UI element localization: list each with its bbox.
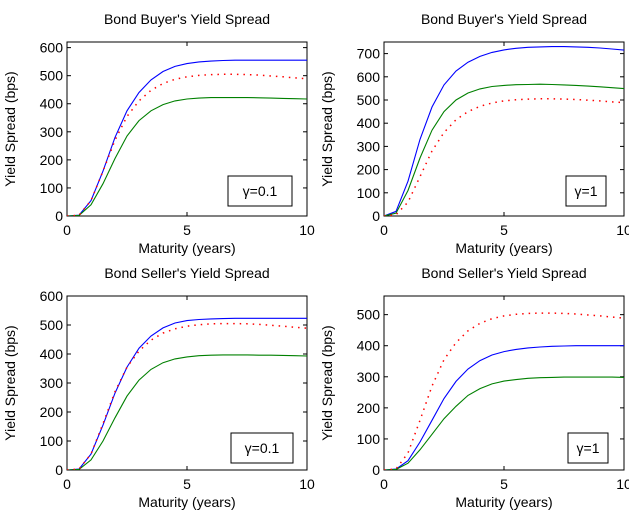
y-tick-label: 600 (40, 40, 64, 56)
x-tick-label: 5 (183, 222, 191, 238)
y-tick-label: 200 (357, 162, 381, 178)
y-tick-label: 400 (40, 96, 64, 112)
y-tick-label: 300 (357, 369, 381, 385)
gamma-annotation-box (227, 175, 293, 207)
x-tick-label: 0 (380, 476, 388, 492)
red-dotted-curve (384, 312, 624, 470)
y-tick-label: 100 (357, 185, 381, 201)
y-tick-label: 0 (55, 208, 63, 224)
y-tick-label: 500 (40, 68, 64, 84)
x-axis-label: Maturity (years) (138, 240, 235, 256)
gamma-annotation: γ=0.1 (245, 440, 280, 456)
x-axis-label: Maturity (years) (455, 494, 552, 510)
red-dotted-curve (67, 322, 307, 470)
green-curve (67, 354, 307, 470)
y-axis-label: Yield Spread (bps) (319, 71, 335, 186)
y-tick-label: 500 (40, 317, 64, 333)
green-curve (384, 376, 624, 470)
y-tick-label: 0 (372, 208, 380, 224)
gamma-annotation-box (230, 432, 294, 464)
blue-curve (384, 46, 624, 216)
chart-title: Bond Buyer's Yield Spread (104, 11, 270, 27)
x-tick-label: 10 (299, 476, 315, 492)
y-tick-label: 0 (372, 462, 380, 478)
x-tick-label: 5 (500, 222, 508, 238)
gamma-annotation-box (565, 175, 607, 207)
x-tick-label: 10 (616, 476, 629, 492)
x-tick-label: 0 (63, 222, 71, 238)
y-tick-label: 300 (357, 138, 381, 154)
y-tick-label: 0 (55, 462, 63, 478)
chart-panel-1: 0 100 200 300 400 500 600 0 5 10 Bond Buyer's Yiel… (2, 11, 315, 256)
chart-title: Bond Buyer's Yield Spread (421, 11, 587, 27)
y-tick-label: 400 (40, 346, 64, 362)
chart-panel-3: 0 100 200 300 400 500 600 0 5 10 Bond Seller's Yie… (2, 265, 315, 510)
blue-curve (67, 59, 307, 216)
blue-curve (384, 345, 624, 470)
y-tick-label: 500 (357, 307, 381, 323)
x-tick-label: 5 (183, 476, 191, 492)
y-axis-label: Yield Spread (bps) (319, 325, 335, 440)
chart-panel-4: 0 100 200 300 400 500 0 5 10 Bond Seller's Yield … (319, 265, 629, 510)
x-tick-label: 0 (380, 222, 388, 238)
y-tick-label: 300 (40, 124, 64, 140)
y-axis-label: Yield Spread (bps) (2, 71, 18, 186)
y-tick-label: 600 (40, 288, 64, 304)
gamma-annotation: γ=1 (575, 183, 598, 199)
y-tick-label: 100 (40, 433, 64, 449)
green-curve (67, 97, 307, 216)
chart-panel-2: 0 100 200 300 400 500 600 700 0 5 10 Bond Buyer's Y… (319, 11, 629, 256)
y-tick-label: 500 (357, 92, 381, 108)
y-tick-label: 400 (357, 338, 381, 354)
green-curve (384, 83, 624, 216)
gamma-annotation: γ=1 (577, 440, 600, 456)
chart-title: Bond Seller's Yield Spread (104, 265, 269, 281)
y-tick-label: 200 (40, 152, 64, 168)
y-tick-label: 100 (40, 180, 64, 196)
x-axis-label: Maturity (years) (138, 494, 235, 510)
y-tick-label: 400 (357, 115, 381, 131)
y-axis-label: Yield Spread (bps) (2, 325, 18, 440)
gamma-annotation: γ=0.1 (243, 183, 278, 199)
chart-title: Bond Seller's Yield Spread (421, 265, 586, 281)
y-tick-label: 200 (357, 400, 381, 416)
x-axis-label: Maturity (years) (455, 240, 552, 256)
y-tick-label: 600 (357, 69, 381, 85)
x-tick-label: 10 (616, 222, 629, 238)
blue-curve (67, 317, 307, 470)
x-tick-label: 10 (299, 222, 315, 238)
y-tick-label: 100 (357, 431, 381, 447)
gamma-annotation-box (567, 432, 609, 464)
x-tick-label: 0 (63, 476, 71, 492)
y-tick-label: 700 (357, 46, 381, 62)
y-tick-label: 200 (40, 404, 64, 420)
y-tick-label: 300 (40, 375, 64, 391)
x-tick-label: 5 (500, 476, 508, 492)
